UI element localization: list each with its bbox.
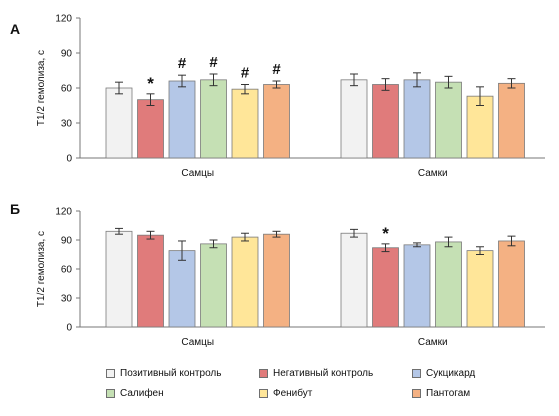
bar xyxy=(231,88,259,159)
y-tick-label: 0 xyxy=(66,154,72,165)
bar xyxy=(466,250,494,328)
legend-label: Позитивный контроль xyxy=(120,367,222,379)
legend-item-positive-control: Позитивный контроль xyxy=(106,366,221,380)
legend-label: Сукцикард xyxy=(426,367,476,379)
legend-swatch xyxy=(259,388,268,398)
chart-panel-1: А T1/2 гемолиза, с 0 30 60 90 120 * # # # # Самцы Сам… xyxy=(10,14,545,179)
bar xyxy=(498,240,525,328)
bar xyxy=(372,247,399,328)
x-category-label: Самцы xyxy=(181,337,214,348)
y-axis-title: T1/2 гемолиза, с xyxy=(36,50,47,126)
legend-swatch xyxy=(106,388,115,398)
significance-mark: * xyxy=(147,74,154,93)
significance-mark: # xyxy=(241,65,250,82)
significance-mark: # xyxy=(272,61,281,78)
legend-label: Пантогам xyxy=(426,387,471,399)
bar xyxy=(105,230,133,328)
bar xyxy=(340,232,368,328)
panel-label: А xyxy=(10,21,20,37)
y-tick-label: 90 xyxy=(61,236,73,247)
y-tick-label: 30 xyxy=(61,294,73,305)
y-tick-label: 60 xyxy=(61,84,73,95)
y-tick-label: 120 xyxy=(55,14,72,25)
bar xyxy=(105,87,133,159)
figure: А T1/2 гемолиза, с 0 30 60 90 120 * # # # # Самцы Сам… xyxy=(10,14,545,348)
x-category-label: Самки xyxy=(418,168,448,179)
significance-mark: # xyxy=(209,54,218,71)
y-tick-label: 120 xyxy=(55,207,72,218)
bar xyxy=(403,79,431,159)
legend-label: Негативный контроль xyxy=(273,367,374,379)
significance-mark: * xyxy=(382,224,389,243)
bar xyxy=(263,233,290,328)
legend-item-negative-control: Негативный контроль xyxy=(259,366,373,380)
bar xyxy=(372,84,399,159)
bar xyxy=(200,79,227,159)
significance-mark: # xyxy=(178,55,187,72)
bar xyxy=(137,234,164,328)
legend-label: Салифен xyxy=(120,387,164,399)
y-tick-label: 60 xyxy=(61,265,73,276)
legend-label: Фенибут xyxy=(273,387,313,399)
x-category-label: Самцы xyxy=(181,168,214,179)
y-axis-title: T1/2 гемолиза, с xyxy=(36,231,47,307)
legend-swatch xyxy=(412,388,421,398)
bar xyxy=(498,82,525,159)
legend-swatch xyxy=(412,368,421,378)
legend-swatch xyxy=(259,368,268,378)
bar xyxy=(168,250,196,328)
y-tick-label: 90 xyxy=(61,49,73,60)
bar xyxy=(435,81,462,159)
y-tick-label: 0 xyxy=(66,323,72,334)
bar xyxy=(137,99,164,159)
x-category-label: Самки xyxy=(418,337,448,348)
bar xyxy=(340,79,368,159)
bar xyxy=(168,80,196,159)
legend-swatch xyxy=(106,368,115,378)
legend-item-fenibut: Фенибут xyxy=(259,386,312,400)
chart-panel-2: Б T1/2 гемолиза, с 0 30 60 90 120 Самцы * Самки xyxy=(10,201,545,348)
panel-label: Б xyxy=(10,201,20,217)
legend-item-pantogam: Пантогам xyxy=(412,386,470,400)
bar xyxy=(200,243,227,328)
y-tick-label: 30 xyxy=(61,119,73,130)
bar xyxy=(263,84,290,159)
bar xyxy=(231,236,259,328)
bar xyxy=(403,244,431,328)
legend-item-suktsikard: Сукцикард xyxy=(412,366,475,380)
bar xyxy=(435,241,462,328)
legend-item-salifen: Салифен xyxy=(106,386,164,400)
